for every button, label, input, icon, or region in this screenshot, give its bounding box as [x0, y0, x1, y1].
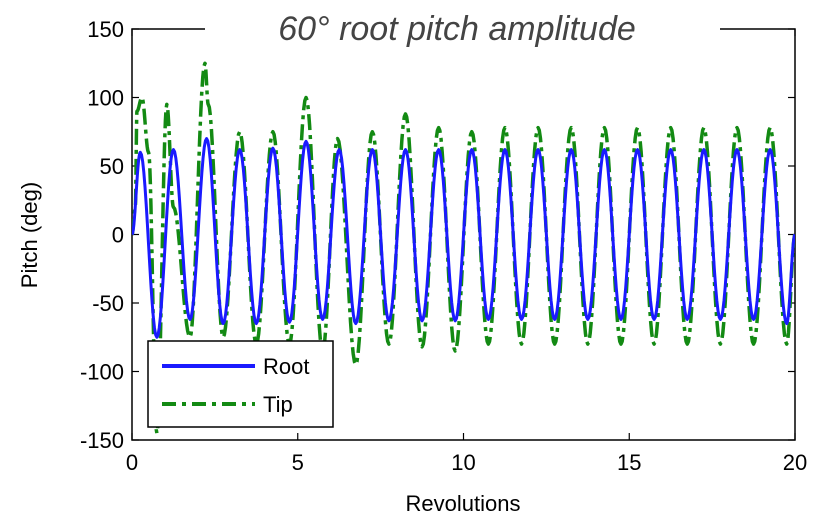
series-line-root — [132, 137, 795, 339]
title-background — [205, 8, 720, 50]
x-tick-label: 20 — [783, 450, 807, 475]
y-tick-label: 100 — [87, 86, 124, 111]
chart-title: 60° root pitch amplitude — [278, 10, 636, 48]
series-line-tip — [132, 61, 795, 435]
legend: Root Tip — [147, 340, 334, 428]
tick-labels: 0 5 10 15 20 -150 -100 -50 0 50 100 150 — [80, 17, 807, 475]
x-tick-label: 5 — [292, 450, 304, 475]
legend-box — [147, 340, 334, 428]
x-tick-label: 10 — [451, 450, 475, 475]
y-tick-label: -50 — [92, 291, 124, 316]
y-tick-label: -150 — [80, 428, 124, 453]
y-tick-label: -100 — [80, 360, 124, 385]
series-layer — [132, 61, 795, 435]
legend-tip-label: Tip — [263, 392, 293, 417]
x-tick-label: 0 — [126, 450, 138, 475]
x-axis-label: Revolutions — [406, 491, 521, 516]
y-tick-label: 0 — [112, 223, 124, 248]
x-tick-label: 15 — [617, 450, 641, 475]
y-tick-label: 50 — [100, 154, 124, 179]
legend-root-label: Root — [263, 354, 309, 379]
y-axis-label: Pitch (deg) — [17, 182, 42, 288]
y-tick-label: 150 — [87, 17, 124, 42]
